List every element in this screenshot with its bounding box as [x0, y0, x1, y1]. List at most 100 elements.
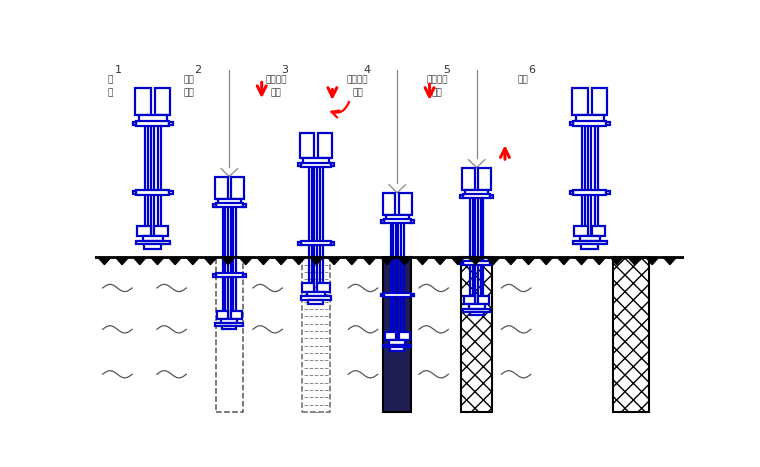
Polygon shape — [169, 257, 182, 265]
Bar — [303, 158, 328, 164]
Bar — [242, 274, 245, 277]
Bar — [143, 236, 163, 241]
Polygon shape — [151, 257, 164, 265]
Bar — [216, 203, 242, 207]
Bar — [135, 88, 150, 115]
Text: 3: 3 — [281, 65, 288, 75]
Polygon shape — [186, 257, 199, 265]
Polygon shape — [434, 257, 447, 265]
Bar — [381, 220, 384, 223]
Bar — [591, 226, 605, 236]
Bar — [384, 293, 410, 297]
Polygon shape — [274, 257, 287, 265]
Bar — [242, 204, 245, 206]
Text: 重复搅拌
上升: 重复搅拌 上升 — [426, 76, 448, 97]
Polygon shape — [522, 257, 535, 265]
Text: 重复搅拌
下沉: 重复搅拌 下沉 — [347, 76, 369, 97]
Bar — [573, 121, 606, 126]
Bar — [381, 294, 384, 296]
Bar — [215, 177, 227, 198]
Bar — [383, 345, 411, 347]
Polygon shape — [98, 257, 111, 265]
Polygon shape — [222, 257, 235, 265]
Bar — [384, 219, 410, 223]
Polygon shape — [451, 257, 464, 265]
Bar — [154, 226, 168, 236]
Bar — [318, 283, 330, 292]
Bar — [470, 311, 483, 315]
Polygon shape — [540, 257, 553, 265]
Bar — [385, 332, 396, 340]
Bar — [613, 257, 649, 412]
Bar — [298, 163, 301, 166]
Bar — [231, 311, 242, 319]
Bar — [302, 283, 315, 292]
Polygon shape — [486, 257, 499, 265]
Bar — [216, 323, 243, 326]
Bar — [463, 309, 490, 311]
Polygon shape — [116, 257, 128, 265]
Text: 6: 6 — [528, 65, 536, 75]
Bar — [136, 241, 169, 244]
Bar — [217, 311, 228, 319]
Polygon shape — [557, 257, 570, 265]
Text: 5: 5 — [443, 65, 450, 75]
Bar — [221, 319, 237, 323]
Bar — [490, 262, 493, 264]
Bar — [383, 257, 411, 412]
Text: 2: 2 — [195, 65, 201, 75]
Bar — [300, 134, 314, 158]
Polygon shape — [575, 257, 588, 265]
Polygon shape — [345, 257, 358, 265]
Bar — [144, 244, 161, 249]
Bar — [133, 191, 136, 194]
Bar — [136, 191, 169, 195]
Bar — [169, 121, 173, 125]
Polygon shape — [469, 257, 482, 265]
Bar — [606, 191, 610, 194]
Bar — [464, 296, 475, 304]
Bar — [309, 300, 324, 304]
Bar — [461, 195, 463, 198]
Polygon shape — [363, 257, 376, 265]
Bar — [461, 262, 463, 264]
Polygon shape — [381, 257, 394, 265]
Bar — [302, 257, 330, 412]
Bar — [573, 241, 606, 244]
Bar — [216, 274, 242, 277]
Text: 顶拔
下沉: 顶拔 下沉 — [184, 76, 195, 97]
Bar — [383, 193, 395, 215]
Polygon shape — [416, 257, 429, 265]
Bar — [463, 261, 490, 265]
Bar — [138, 226, 151, 236]
Bar — [385, 215, 409, 221]
Bar — [410, 294, 413, 296]
Bar — [331, 163, 334, 166]
Bar — [136, 121, 169, 126]
Bar — [410, 220, 413, 223]
Polygon shape — [293, 257, 306, 265]
FancyArrowPatch shape — [331, 102, 349, 118]
Polygon shape — [398, 257, 411, 265]
Bar — [575, 226, 588, 236]
Text: 边搅搅拌
上升: 边搅搅拌 上升 — [265, 76, 287, 97]
Bar — [301, 297, 331, 300]
Bar — [216, 257, 243, 412]
Polygon shape — [239, 257, 252, 265]
Bar — [478, 168, 491, 190]
Bar — [231, 177, 244, 198]
Bar — [581, 244, 598, 249]
Bar — [572, 88, 587, 115]
Polygon shape — [133, 257, 146, 265]
Bar — [138, 115, 167, 122]
Bar — [465, 190, 488, 196]
Bar — [461, 257, 492, 412]
Bar — [133, 121, 136, 125]
Bar — [592, 88, 607, 115]
Bar — [463, 194, 490, 198]
Bar — [570, 121, 573, 125]
Bar — [575, 115, 604, 122]
Bar — [478, 296, 489, 304]
Bar — [301, 241, 331, 246]
Bar — [213, 274, 216, 277]
